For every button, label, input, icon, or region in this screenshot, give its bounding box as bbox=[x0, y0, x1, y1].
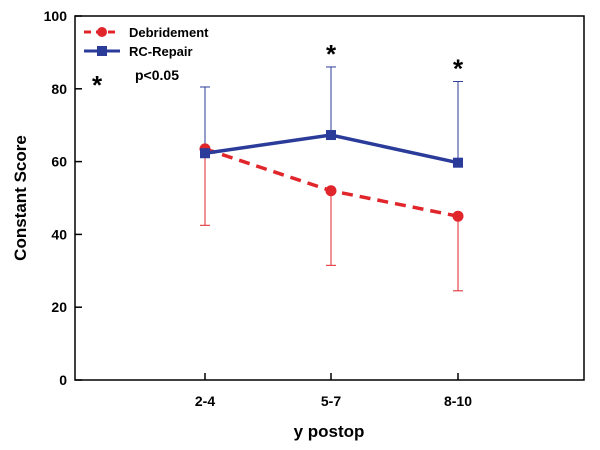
x-axis: 2-4 5-7 8-10 bbox=[195, 373, 472, 409]
point-rc-repair bbox=[326, 130, 336, 141]
legend-label-debridement: Debridement bbox=[129, 25, 209, 40]
legend: Debridement RC-Repair * p<0.05 bbox=[84, 25, 209, 100]
y-tick-label: 20 bbox=[51, 299, 67, 315]
x-tick-label: 8-10 bbox=[444, 393, 472, 409]
legend-item-rc-repair: RC-Repair bbox=[84, 44, 193, 59]
significance-markers: * * bbox=[326, 39, 464, 84]
legend-significance: * p<0.05 bbox=[92, 67, 179, 100]
plot-frame bbox=[74, 15, 585, 381]
y-axis-title: Constant Score bbox=[11, 135, 30, 261]
y-tick-label: 60 bbox=[51, 154, 67, 170]
point-rc-repair bbox=[200, 148, 210, 159]
y-tick-label: 0 bbox=[59, 372, 67, 388]
significance-star-icon: * bbox=[92, 70, 103, 100]
significance-star-icon: * bbox=[453, 54, 464, 84]
y-tick-label: 80 bbox=[51, 81, 67, 97]
point-rc-repair bbox=[453, 157, 463, 168]
significance-star-icon: * bbox=[326, 39, 337, 69]
y-tick-label: 100 bbox=[44, 8, 68, 24]
legend-label-rc-repair: RC-Repair bbox=[129, 44, 193, 59]
x-tick-label: 2-4 bbox=[195, 393, 215, 409]
y-axis: 0 20 40 60 80 100 bbox=[44, 8, 82, 388]
x-axis-title: y postop bbox=[294, 422, 365, 441]
legend-marker-rc-repair bbox=[97, 46, 107, 56]
point-debridement bbox=[452, 210, 464, 222]
point-debridement bbox=[325, 185, 337, 197]
error-bars bbox=[200, 66, 463, 292]
significance-label: p<0.05 bbox=[135, 67, 179, 83]
x-tick-label: 5-7 bbox=[321, 393, 341, 409]
legend-marker-debridement bbox=[97, 27, 107, 37]
legend-item-debridement: Debridement bbox=[84, 25, 209, 40]
series-markers bbox=[199, 130, 464, 222]
y-tick-label: 40 bbox=[51, 226, 67, 242]
